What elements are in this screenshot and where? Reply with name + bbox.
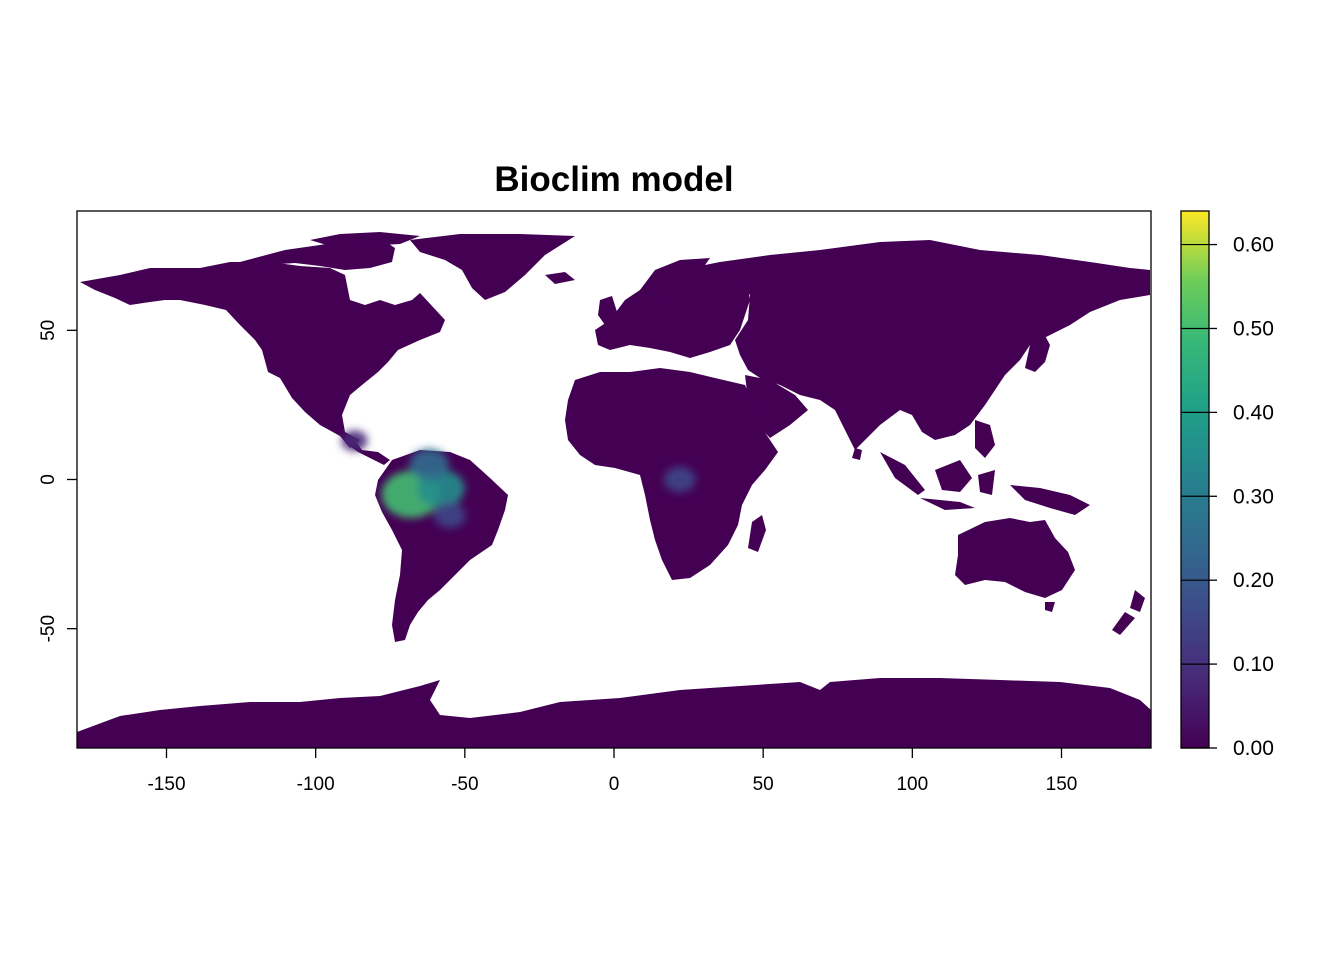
x-tick-label: 100 bbox=[896, 774, 928, 795]
land-iceland bbox=[545, 272, 575, 284]
x-tick-label: -100 bbox=[297, 774, 335, 795]
x-tick-label: -50 bbox=[451, 774, 478, 795]
x-tick-label: 0 bbox=[609, 774, 620, 795]
x-tick-label: 50 bbox=[753, 774, 774, 795]
land-greenland bbox=[410, 234, 575, 300]
land-sri-lanka bbox=[852, 448, 862, 460]
land-sumatra bbox=[880, 452, 925, 495]
land-asia bbox=[720, 240, 1150, 450]
y-axis: -50 0 50 bbox=[38, 320, 77, 642]
colorbar-ticks: 0.00 0.10 0.20 0.30 0.40 0.50 0.60 bbox=[1181, 234, 1274, 760]
land-new-guinea bbox=[1010, 485, 1090, 515]
colorbar-tick-label: 0.30 bbox=[1233, 485, 1274, 508]
chart-title: Bioclim model bbox=[494, 160, 733, 199]
hotspot-central-america bbox=[341, 430, 368, 452]
y-tick-label: 0 bbox=[38, 474, 59, 485]
x-axis: -150 -100 -50 0 50 100 150 bbox=[147, 748, 1077, 795]
colorbar-legend: 0.00 0.10 0.20 0.30 0.40 0.50 0.60 bbox=[1180, 210, 1274, 760]
y-tick-label: -50 bbox=[38, 615, 59, 642]
x-tick-label: 150 bbox=[1046, 774, 1078, 795]
land-japan bbox=[1025, 330, 1050, 372]
colorbar-gradient bbox=[1180, 210, 1210, 749]
colorbar-tick-label: 0.40 bbox=[1233, 401, 1274, 424]
land-new-zealand bbox=[1130, 590, 1145, 612]
land-madagascar bbox=[748, 515, 766, 552]
land-arctic-islands-north bbox=[310, 232, 420, 246]
land-arabia bbox=[745, 375, 808, 438]
colorbar-tick-label: 0.20 bbox=[1233, 569, 1274, 592]
land-tasmania bbox=[1045, 602, 1055, 612]
land-philippines bbox=[975, 420, 995, 458]
land-raster bbox=[77, 232, 1151, 748]
land-java bbox=[920, 498, 975, 510]
hotspot-central-africa bbox=[663, 466, 696, 493]
land-borneo bbox=[935, 460, 972, 492]
colorbar-tick-label: 0.10 bbox=[1233, 653, 1274, 676]
land-europe bbox=[595, 262, 750, 358]
land-scandinavia bbox=[640, 258, 710, 305]
colorbar-tick-label: 0.50 bbox=[1233, 317, 1274, 340]
land-new-zealand-south bbox=[1112, 612, 1135, 635]
land-antarctica bbox=[77, 678, 1151, 748]
colorbar-tick-label: 0.00 bbox=[1233, 737, 1274, 760]
land-australia bbox=[955, 518, 1075, 598]
colorbar-tick-label: 0.60 bbox=[1233, 234, 1274, 257]
hotspot-amazon-south bbox=[434, 502, 466, 528]
land-north-america bbox=[80, 262, 445, 448]
hotspot-amazon-north bbox=[409, 448, 449, 481]
x-tick-label: -150 bbox=[147, 774, 185, 795]
land-sulawesi bbox=[978, 470, 995, 495]
land-britain bbox=[598, 296, 618, 325]
y-tick-label: 50 bbox=[38, 320, 59, 341]
suitability-hotspots bbox=[341, 430, 696, 528]
